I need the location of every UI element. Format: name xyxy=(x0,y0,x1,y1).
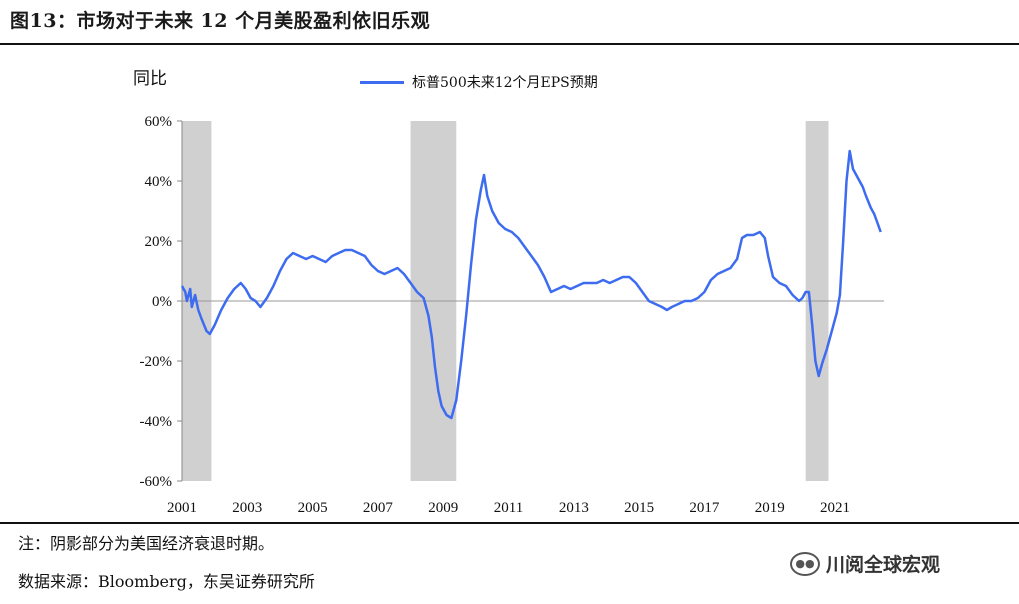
legend-swatch xyxy=(360,80,404,84)
figure-title: 图13：市场对于未来 12 个月美股盈利依旧乐观 xyxy=(10,10,431,32)
top-rule xyxy=(0,43,1019,45)
x-tick-label: 2019 xyxy=(755,500,785,516)
x-tick-label: 2013 xyxy=(559,500,589,516)
series-line-0 xyxy=(180,149,882,420)
data-source: 数据来源：Bloomberg，东吴证券研究所 xyxy=(18,572,315,591)
legend-label: 标普500未来12个月EPS预期 xyxy=(412,75,598,91)
chart-note: 注：阴影部分为美国经济衰退时期。 xyxy=(18,534,275,553)
watermark-text: 川阅全球宏观 xyxy=(826,554,941,576)
y-tick-label: -20% xyxy=(140,354,173,370)
x-tick-label: 2011 xyxy=(494,500,523,516)
x-tick-label: 2017 xyxy=(689,500,720,516)
bottom-rule xyxy=(0,522,1019,524)
y-tick-label: 0% xyxy=(152,294,172,310)
x-tick-label: 2021 xyxy=(820,500,850,516)
x-tick-label: 2007 xyxy=(363,500,394,516)
y-tick-label: -60% xyxy=(140,474,173,490)
y-tick-label: 40% xyxy=(145,174,173,190)
y-tick-label: 60% xyxy=(145,114,173,130)
x-tick-label: 2001 xyxy=(167,500,197,516)
legend: 标普500未来12个月EPS预期 xyxy=(360,72,598,92)
wechat-icon: ●● xyxy=(790,551,820,576)
x-tick-label: 2015 xyxy=(624,500,654,516)
watermark: ●● 川阅全球宏观 xyxy=(790,550,940,577)
x-tick-label: 2003 xyxy=(232,500,262,516)
x-tick-label: 2005 xyxy=(298,500,328,516)
y-axis-label: 同比 xyxy=(133,69,167,89)
y-tick-label: 20% xyxy=(145,234,173,250)
x-tick-label: 2009 xyxy=(428,500,458,516)
y-tick-label: -40% xyxy=(140,414,173,430)
